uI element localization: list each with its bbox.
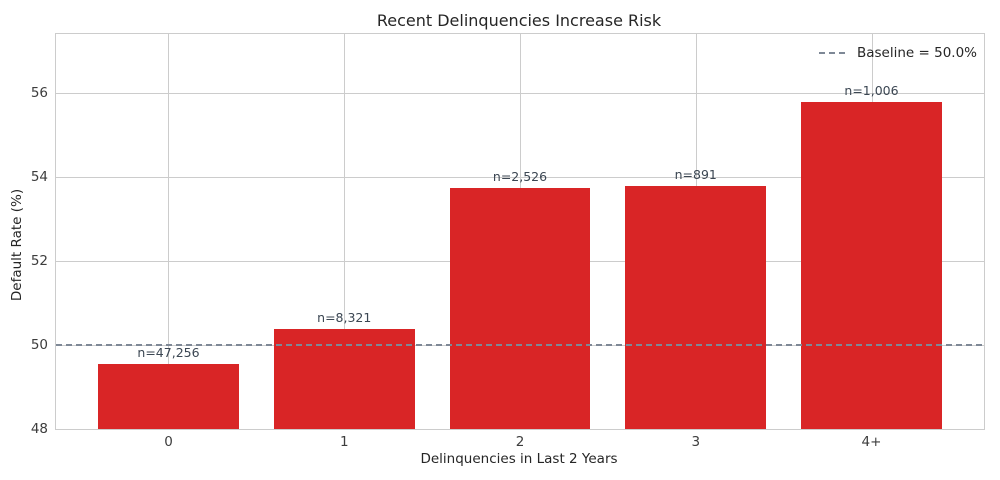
bar-count-label: n=891 bbox=[674, 167, 717, 183]
gridline-x-0 bbox=[168, 34, 170, 429]
bar-count-label: n=8,321 bbox=[317, 310, 372, 325]
x-tick-label: 4+ bbox=[861, 434, 882, 450]
bar-count-label: n=2,526 bbox=[492, 169, 548, 185]
legend: Baseline = 50.0% bbox=[818, 45, 977, 61]
y-tick-label: 56 bbox=[30, 84, 48, 101]
x-axis-label: Delinquencies in Last 2 Years bbox=[420, 451, 618, 467]
y-tick-label: 50 bbox=[30, 336, 48, 353]
bar-count-label: n=1,006 bbox=[844, 82, 899, 98]
y-tick-label: 52 bbox=[30, 252, 48, 269]
y-tick-label: 48 bbox=[30, 421, 48, 437]
bar-4+ bbox=[801, 101, 942, 429]
bar-count-label: n=47,256 bbox=[137, 344, 200, 360]
chart-title: Recent Delinquencies Increase Risk bbox=[376, 11, 662, 30]
y-tick-label: 54 bbox=[30, 168, 48, 185]
bar-2 bbox=[449, 188, 591, 429]
bar-0 bbox=[98, 363, 239, 429]
x-tick-label: 1 bbox=[339, 434, 349, 450]
plot-area: Baseline = 50.0% 48 50 52 54 56 n=47,256 0 n=8,… bbox=[31, 33, 985, 450]
baseline-line bbox=[56, 343, 984, 346]
legend-label: Baseline = 50.0% bbox=[856, 45, 977, 61]
y-axis-label: Default Rate (%) bbox=[9, 188, 25, 302]
gridline-x-1 bbox=[344, 34, 346, 429]
legend-dash-icon bbox=[818, 52, 848, 54]
x-tick-label: 3 bbox=[691, 434, 701, 450]
bar-3 bbox=[625, 186, 767, 429]
x-tick-label: 2 bbox=[515, 434, 525, 450]
x-tick-label: 0 bbox=[164, 434, 173, 450]
